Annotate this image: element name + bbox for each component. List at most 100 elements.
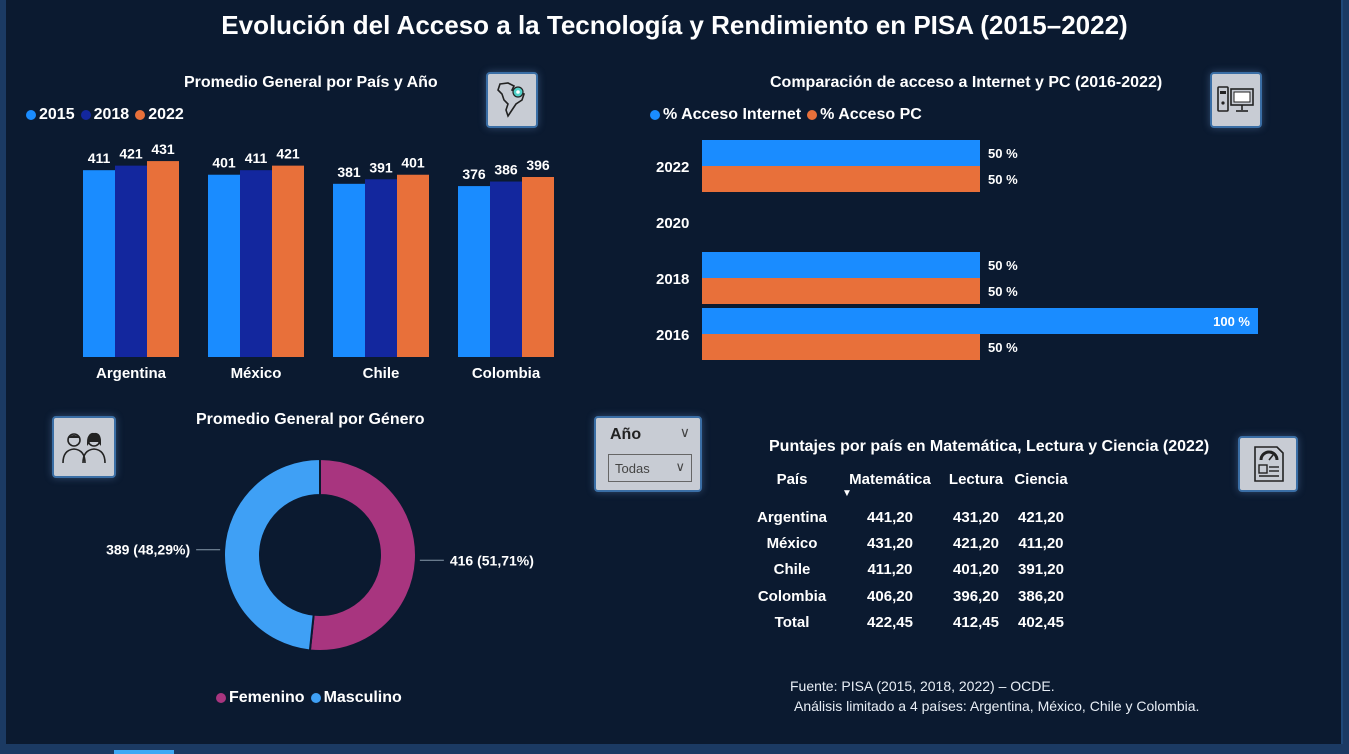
chevron-down-icon[interactable]: ∨ xyxy=(679,424,690,440)
legend-item-2018[interactable]: 2018 xyxy=(80,106,130,124)
scores-table-title: Puntajes por país en Matemática, Lectura… xyxy=(769,438,1210,455)
bar-value-label: 431 xyxy=(151,141,175,157)
y-tick-label: 2022 xyxy=(656,159,689,176)
column-header-matematica-label: Matemática xyxy=(849,470,931,488)
legend-item-pc[interactable]: % Acceso PC xyxy=(807,106,922,124)
legend-dot-2015 xyxy=(26,110,36,120)
bar-chile-2015 xyxy=(333,183,365,357)
table-cell-lectura: 396,20 xyxy=(953,587,999,605)
bar-colombia-2015 xyxy=(458,186,490,357)
donut-slice-femenino xyxy=(308,457,417,652)
legend-item-2022[interactable]: 2022 xyxy=(135,106,184,124)
legend-item-internet[interactable]: % Acceso Internet xyxy=(650,106,801,124)
bar-value-label: 421 xyxy=(276,146,300,162)
legend-dot-internet xyxy=(650,110,660,120)
legend-dot-2022 xyxy=(135,110,146,120)
table-cell-matematica: 406,20 xyxy=(867,587,913,605)
sort-desc-icon[interactable]: ▼ xyxy=(842,488,852,499)
legend-label-2018: 2018 xyxy=(93,106,130,123)
table-cell-ciencia: 421,20 xyxy=(1018,508,1064,526)
access-chart: 2022 50 % 50 % 2020 2018 50 % 50 % 2016 100 % 50 … xyxy=(656,140,1258,360)
table-cell-matematica: 411,20 xyxy=(867,561,913,579)
hbar-2022-internet xyxy=(702,140,980,166)
donut-slice-masculino xyxy=(223,457,321,652)
source-note: Fuente: PISA (2015, 2018, 2022) – OCDE. … xyxy=(790,676,1199,716)
bar-chart-title: Promedio General por País y Año xyxy=(184,74,438,91)
bar-value-label: 401 xyxy=(401,155,425,171)
column-header-ciencia[interactable]: Ciencia xyxy=(1014,470,1068,488)
column-header-matematica[interactable]: Matemática ▼ xyxy=(838,466,942,500)
gender-chart-legend: Femenino Masculino xyxy=(216,689,402,707)
table-cell-lectura: 401,20 xyxy=(953,561,999,579)
bar-méxico-2018 xyxy=(240,170,272,357)
page-title: Evolución del Acceso a la Tecnología y R… xyxy=(221,10,1128,40)
hbar-value-label: 50 % xyxy=(988,340,1018,355)
hbar-2016-pc xyxy=(702,334,980,360)
table-row: Argentina 441,20 431,20 421,20 xyxy=(746,504,1072,530)
table-cell-country: México xyxy=(766,534,818,552)
bar-value-label: 401 xyxy=(212,155,236,171)
bar-chart-legend: 2015 2018 2022 xyxy=(26,106,184,124)
legend-item-2015[interactable]: 2015 xyxy=(26,106,75,124)
bar-value-label: 421 xyxy=(119,146,143,162)
hbar-2016-internet xyxy=(702,308,1258,334)
legend-dot-femenino xyxy=(216,693,226,703)
hbar-value-label: 50 % xyxy=(988,146,1018,161)
legend-dot-masculino xyxy=(310,693,321,703)
legend-label-femenino: Femenino xyxy=(229,689,305,706)
hbar-2018-internet xyxy=(702,252,980,278)
legend-dot-2018 xyxy=(80,110,91,120)
bar-value-label: 411 xyxy=(88,150,111,166)
y-tick-label: 2020 xyxy=(656,215,689,232)
hbar-2022-pc xyxy=(702,166,980,192)
x-tick-label: Chile xyxy=(363,365,400,382)
table-cell-matematica: 441,20 xyxy=(867,508,913,526)
bar-value-label: 386 xyxy=(494,162,518,178)
page-tab-indicator[interactable] xyxy=(114,750,174,754)
y-tick-label: 2016 xyxy=(656,327,689,344)
table-total-row: Total 422,45 412,45 402,45 xyxy=(746,609,1072,635)
bar-méxico-2015 xyxy=(208,174,240,357)
gender-chart-title: Promedio General por Género xyxy=(196,411,425,428)
table-row: México 431,20 421,20 411,20 xyxy=(746,530,1072,556)
bar-argentina-2018 xyxy=(115,165,147,357)
table-row: Chile 411,20 401,20 391,20 xyxy=(746,557,1072,583)
document-icon xyxy=(1238,436,1298,492)
legend-item-masculino[interactable]: Masculino xyxy=(310,689,402,707)
access-chart-title: Comparación de acceso a Internet y PC (2… xyxy=(770,74,1163,91)
table-cell-country: Chile xyxy=(773,561,811,579)
report-canvas: Evolución del Acceso a la Tecnología y R… xyxy=(6,0,1343,744)
column-header-pais[interactable]: País xyxy=(776,470,808,488)
bar-chart: 411 421 431 Argentina 401 411 421 México 381 391 4… xyxy=(83,141,554,382)
legend-label-internet: % Acceso Internet xyxy=(663,106,802,123)
bar-value-label: 391 xyxy=(369,159,393,175)
x-tick-label: Argentina xyxy=(96,365,167,382)
bar-chile-2018 xyxy=(365,179,397,357)
column-header-lectura[interactable]: Lectura xyxy=(948,470,1004,488)
year-slicer-label: Año xyxy=(610,426,642,443)
year-slicer-dropdown[interactable]: Todas ∨ xyxy=(608,454,692,482)
bar-value-label: 376 xyxy=(462,166,486,182)
table-cell-country: Colombia xyxy=(757,587,827,605)
table-header-row: País Matemática ▼ Lectura Ciencia xyxy=(746,466,1072,500)
table-cell-ciencia: 386,20 xyxy=(1018,587,1064,605)
table-cell-matematica: 431,20 xyxy=(867,534,913,552)
year-slicer[interactable]: Año ∨ Todas ∨ xyxy=(594,416,702,492)
table-cell-country: Argentina xyxy=(756,508,827,526)
dropdown-chevron-icon: ∨ xyxy=(675,459,685,474)
hbar-value-label: 50 % xyxy=(988,258,1018,273)
legend-label-masculino: Masculino xyxy=(323,689,402,706)
map-icon xyxy=(486,72,538,128)
legend-label-2015: 2015 xyxy=(39,106,75,123)
x-tick-label: Colombia xyxy=(472,365,541,382)
bar-méxico-2022 xyxy=(272,165,304,357)
source-line-2: Análisis limitado a 4 países: Argentina,… xyxy=(794,698,1200,714)
legend-label-2022: 2022 xyxy=(148,106,184,123)
legend-item-femenino[interactable]: Femenino xyxy=(216,689,305,707)
y-tick-label: 2018 xyxy=(656,271,689,288)
table-cell-ciencia: 391,20 xyxy=(1018,561,1064,579)
table-cell-matematica: 422,45 xyxy=(867,613,913,631)
hbar-value-label: 50 % xyxy=(988,172,1018,187)
table-cell-lectura: 412,45 xyxy=(953,613,999,631)
table-cell-lectura: 421,20 xyxy=(953,534,999,552)
